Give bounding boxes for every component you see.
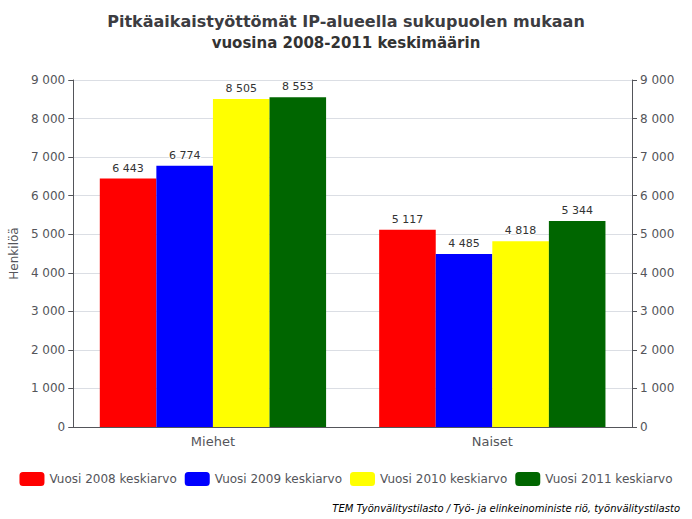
svg-text:Miehet: Miehet: [191, 434, 235, 449]
svg-text:0: 0: [640, 420, 648, 434]
svg-text:Vuosi 2010 keskiarvo: Vuosi 2010 keskiarvo: [380, 472, 507, 486]
svg-text:3 000: 3 000: [640, 304, 674, 318]
svg-text:vuosina 2008-2011 keskimäärin: vuosina 2008-2011 keskimäärin: [212, 34, 481, 52]
svg-text:5 000: 5 000: [640, 227, 674, 241]
svg-text:Pitkäaikaistyöttömät IP-alueel: Pitkäaikaistyöttömät IP-alueella sukupuo…: [107, 12, 585, 31]
svg-text:5 117: 5 117: [392, 213, 424, 226]
svg-text:6 000: 6 000: [31, 189, 65, 203]
svg-text:8 553: 8 553: [282, 80, 314, 93]
svg-text:8 505: 8 505: [225, 82, 256, 95]
svg-text:3 000: 3 000: [31, 304, 65, 318]
svg-text:6 443: 6 443: [112, 162, 144, 175]
svg-text:8 000: 8 000: [640, 112, 674, 126]
svg-text:4 485: 4 485: [448, 237, 480, 250]
svg-text:4 000: 4 000: [640, 266, 674, 280]
svg-text:2 000: 2 000: [640, 343, 674, 357]
svg-text:2 000: 2 000: [31, 343, 65, 357]
svg-text:9 000: 9 000: [31, 73, 65, 87]
svg-text:Naiset: Naiset: [472, 434, 513, 449]
svg-text:7 000: 7 000: [31, 150, 65, 164]
svg-text:1 000: 1 000: [640, 381, 674, 395]
svg-text:7 000: 7 000: [640, 150, 674, 164]
svg-text:9 000: 9 000: [640, 73, 674, 87]
svg-text:Vuosi 2008 keskiarvo: Vuosi 2008 keskiarvo: [49, 472, 176, 486]
svg-text:6 774: 6 774: [169, 149, 201, 162]
svg-text:Vuosi 2011 keskiarvo: Vuosi 2011 keskiarvo: [545, 472, 672, 486]
svg-text:Henkilöä: Henkilöä: [7, 227, 21, 279]
svg-text:8 000: 8 000: [31, 112, 65, 126]
svg-text:6 000: 6 000: [640, 189, 674, 203]
svg-text:4 000: 4 000: [31, 266, 65, 280]
svg-text:4 818: 4 818: [505, 224, 537, 237]
svg-text:0: 0: [58, 420, 66, 434]
svg-text:5 000: 5 000: [31, 227, 65, 241]
svg-text:Vuosi 2009 keskiarvo: Vuosi 2009 keskiarvo: [215, 472, 342, 486]
svg-text:TEM Työnvälitystilasto / Työ-: TEM Työnvälitystilasto / Työ- ja elinkei…: [332, 503, 680, 514]
svg-text:1 000: 1 000: [31, 381, 65, 395]
svg-text:5 344: 5 344: [561, 204, 593, 217]
